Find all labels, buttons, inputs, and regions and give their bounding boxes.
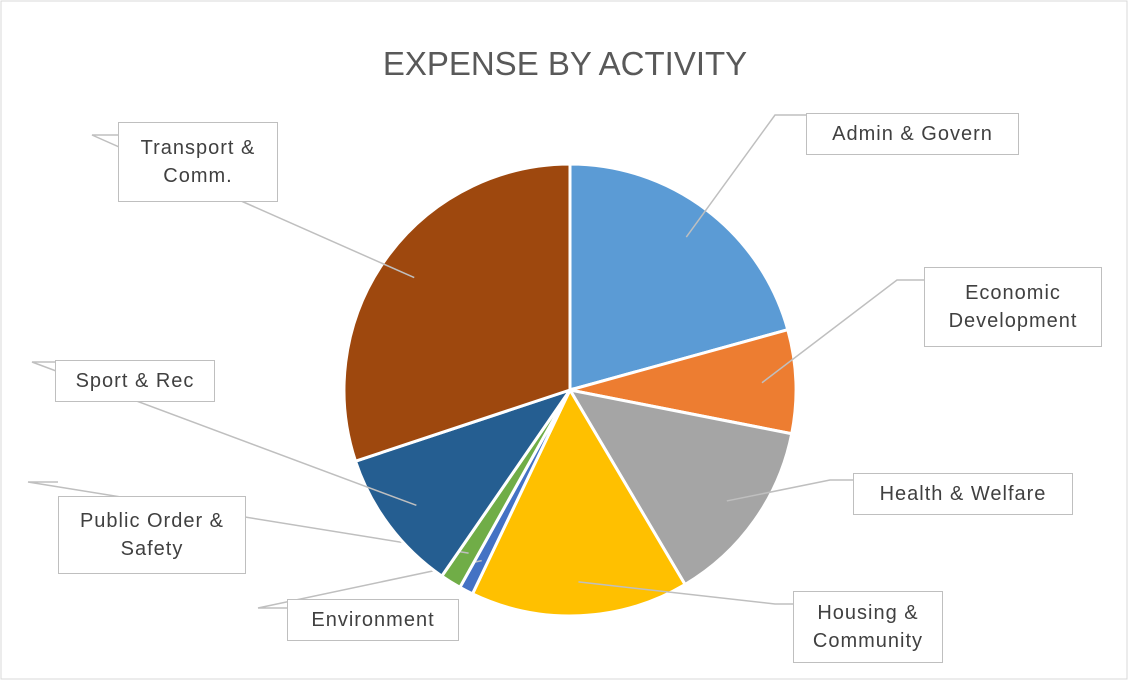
pie-slice — [569, 327, 798, 436]
leader-line — [257, 559, 482, 609]
data-label: Public Order & Safety — [58, 496, 246, 574]
leader-line — [31, 361, 417, 507]
leader-line — [578, 581, 793, 605]
pie-slice — [470, 386, 688, 618]
data-label: Environment — [287, 599, 459, 641]
leader-line — [27, 481, 469, 554]
chart-title: EXPENSE BY ACTIVITY — [383, 45, 747, 82]
data-label: Health & Welfare — [853, 473, 1073, 515]
data-label: Economic Development — [924, 267, 1102, 347]
leader-line — [685, 114, 806, 238]
leader-line — [761, 279, 924, 384]
data-label: Transport & Comm. — [118, 122, 278, 202]
data-label: Admin & Govern — [806, 113, 1019, 155]
data-label: Housing & Community — [793, 591, 943, 663]
pie-slice — [567, 387, 794, 587]
leader-line — [91, 134, 415, 279]
leader-line — [726, 479, 853, 502]
pie-slice — [353, 387, 574, 579]
pie-slice — [342, 162, 572, 464]
data-label: Sport & Rec — [55, 360, 215, 402]
